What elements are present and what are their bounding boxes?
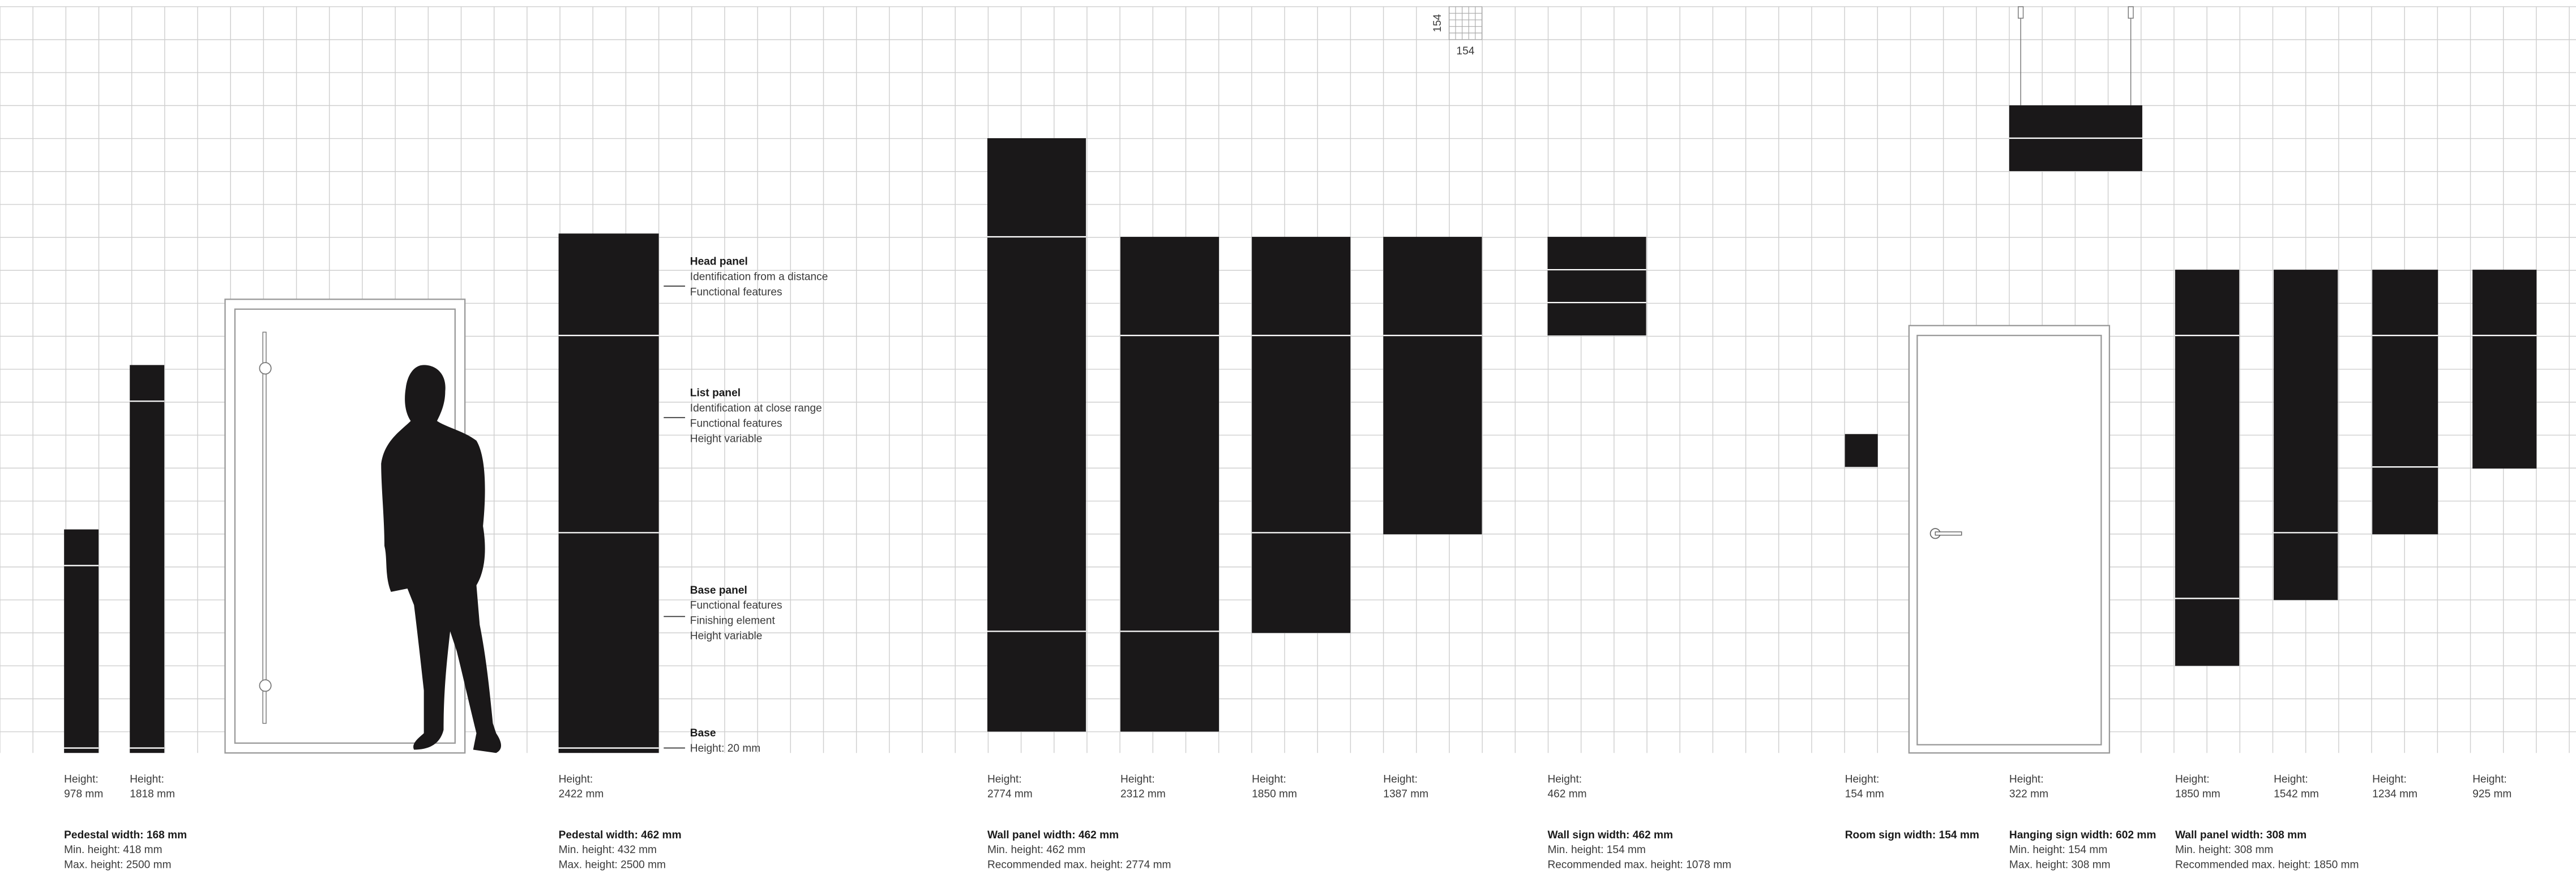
group-line: Min. height: 432 mm bbox=[559, 844, 657, 856]
annotation-line: Height variable bbox=[690, 433, 763, 445]
height-label: Height: bbox=[2274, 773, 2308, 785]
group-title: Pedestal width: 462 mm bbox=[559, 829, 682, 841]
group-line: Recommended max. height: 1850 mm bbox=[2175, 859, 2359, 871]
group-title: Wall panel width: 308 mm bbox=[2175, 829, 2307, 841]
height-label: Height: bbox=[1845, 773, 1880, 785]
pedestal bbox=[558, 233, 659, 753]
height-label: Height: bbox=[1120, 773, 1155, 785]
height-value: 462 mm bbox=[1547, 789, 1586, 800]
height-value: 154 mm bbox=[1845, 789, 1884, 800]
group-title: Wall panel width: 462 mm bbox=[987, 829, 1119, 841]
group-line: Min. height: 418 mm bbox=[64, 844, 162, 856]
height-value: 2312 mm bbox=[1120, 789, 1166, 800]
group-line: Min. height: 154 mm bbox=[2009, 844, 2107, 856]
height-label: Height: bbox=[64, 773, 99, 785]
height-label: Height: bbox=[2175, 773, 2210, 785]
height-value: 1850 mm bbox=[2175, 789, 2220, 800]
height-label: Height: bbox=[987, 773, 1022, 785]
height-label: Height: bbox=[2009, 773, 2044, 785]
height-label: Height: bbox=[1547, 773, 1582, 785]
annotation-line: Functional features bbox=[690, 418, 782, 430]
height-label: Height: bbox=[1383, 773, 1418, 785]
annotation-line: Functional features bbox=[690, 286, 782, 298]
annotation-title: Base bbox=[690, 727, 716, 739]
scale-label: 154 bbox=[1456, 45, 1474, 57]
annotation-line: Functional features bbox=[690, 600, 782, 612]
group-line: Min. height: 154 mm bbox=[1547, 844, 1645, 856]
door bbox=[1908, 325, 2111, 754]
annotation-line: Height variable bbox=[690, 630, 763, 642]
annotation-line: Finishing element bbox=[690, 615, 776, 627]
height-value: 1542 mm bbox=[2274, 789, 2319, 800]
group-title: Wall sign width: 462 mm bbox=[1547, 829, 1673, 841]
group-title: Pedestal width: 168 mm bbox=[64, 829, 187, 841]
height-value: 322 mm bbox=[2009, 789, 2048, 800]
annotation-title: Base panel bbox=[690, 585, 747, 596]
height-value: 2774 mm bbox=[987, 789, 1033, 800]
labels: Head panel Identification from a distance… bbox=[64, 255, 2511, 871]
height-label: Height: bbox=[559, 773, 593, 785]
group-line: Max. height: 2500 mm bbox=[559, 859, 666, 871]
group-line: Max. height: 308 mm bbox=[2009, 859, 2111, 871]
annotation-line: Height: 20 mm bbox=[690, 743, 760, 755]
group-line: Recommended max. height: 2774 mm bbox=[987, 859, 1171, 871]
person-silhouette bbox=[381, 365, 502, 753]
height-value: 978 mm bbox=[64, 789, 103, 800]
height-value: 1387 mm bbox=[1383, 789, 1428, 800]
annotation-title: Head panel bbox=[690, 255, 748, 267]
group-line: Recommended max. height: 1078 mm bbox=[1547, 859, 1731, 871]
group-title: Room sign width: 154 mm bbox=[1845, 829, 1979, 841]
height-label: Height: bbox=[2472, 773, 2507, 785]
annotation-line: Identification at close range bbox=[690, 403, 822, 415]
group-title: Hanging sign width: 602 mm bbox=[2009, 829, 2156, 841]
scale-label: 154 bbox=[1432, 14, 1444, 32]
height-value: 925 mm bbox=[2472, 789, 2511, 800]
annotation-title: List panel bbox=[690, 387, 741, 399]
height-label: Height: bbox=[130, 773, 164, 785]
height-value: 1234 mm bbox=[2372, 789, 2417, 800]
pedestal bbox=[64, 529, 99, 753]
drawings bbox=[64, 6, 2537, 754]
height-value: 2422 mm bbox=[559, 789, 604, 800]
height-label: Height: bbox=[2372, 773, 2407, 785]
height-label: Height: bbox=[1252, 773, 1286, 785]
pedestal bbox=[130, 365, 165, 753]
height-value: 1850 mm bbox=[1252, 789, 1297, 800]
group-line: Min. height: 462 mm bbox=[987, 844, 1085, 856]
annotation-line: Identification from a distance bbox=[690, 271, 828, 283]
group-line: Min. height: 308 mm bbox=[2175, 844, 2273, 856]
height-value: 1818 mm bbox=[130, 789, 175, 800]
group-line: Max. height: 2500 mm bbox=[64, 859, 171, 871]
